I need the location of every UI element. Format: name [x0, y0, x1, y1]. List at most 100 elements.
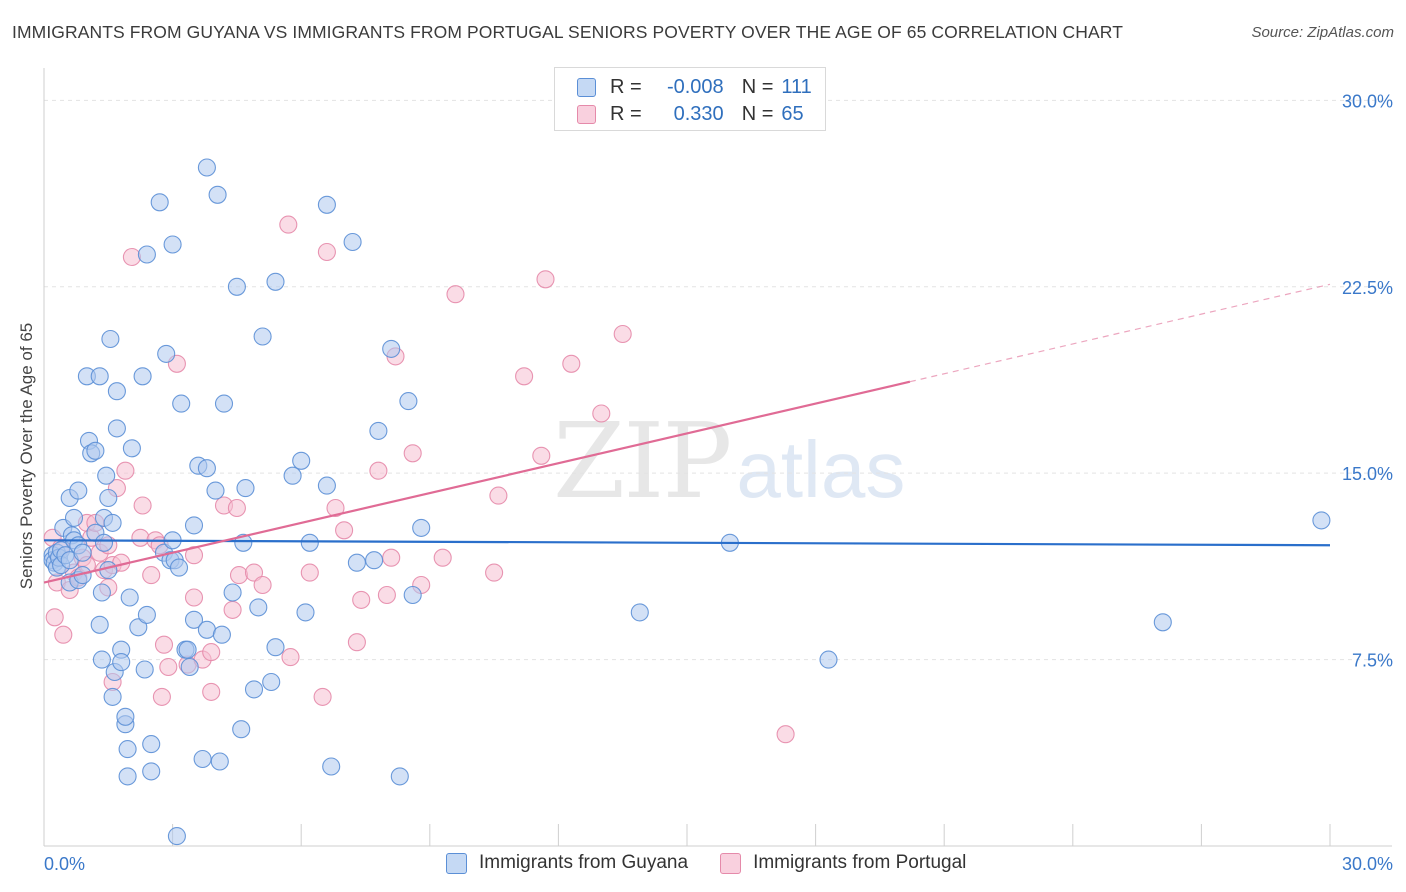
guyana-point — [112, 653, 131, 672]
guyana-point — [90, 367, 109, 386]
legend-row-guyana: R = -0.008 N = 111 — [577, 74, 812, 100]
guyana-point — [322, 757, 341, 776]
guyana-point — [223, 583, 242, 602]
guyana-point — [1153, 613, 1172, 632]
portugal-point — [776, 725, 795, 744]
portugal-point — [382, 548, 401, 567]
guyana-point — [1312, 511, 1331, 530]
portugal-point — [45, 608, 64, 627]
guyana-point — [266, 638, 285, 657]
guyana-point — [369, 421, 388, 440]
portugal-trend-line — [43, 380, 911, 584]
guyana-point — [253, 327, 272, 346]
portugal-point — [116, 461, 135, 480]
portugal-point — [352, 590, 371, 609]
guyana-point — [142, 735, 161, 754]
legend-n-label: N = — [741, 102, 774, 125]
portugal-point — [159, 657, 178, 677]
guyana-point — [169, 558, 189, 577]
guyana-point — [300, 533, 319, 552]
portugal-point — [227, 498, 246, 518]
portugal-point — [300, 563, 319, 582]
legend-r-label: R = — [610, 75, 642, 98]
portugal-point — [433, 548, 452, 567]
guyana-point — [92, 583, 111, 602]
guyana-point — [150, 193, 169, 212]
guyana-point — [129, 618, 148, 637]
y-tick-label: 22.5% — [1342, 278, 1393, 298]
guyana-point — [107, 419, 126, 438]
guyana-point — [163, 235, 182, 254]
guyana-point — [118, 740, 137, 759]
guyana-point — [90, 615, 109, 634]
guyana-point — [184, 610, 204, 629]
series-label-guyana: Immigrants from Guyana — [479, 852, 689, 873]
portugal-trend-extension — [909, 283, 1331, 383]
guyana-point — [184, 516, 204, 535]
legend-n-label: N = — [741, 75, 774, 98]
guyana-point — [244, 680, 264, 699]
guyana-point — [193, 749, 212, 769]
trend-lines — [43, 283, 1331, 584]
guyana-point — [69, 481, 88, 500]
portugal-point — [317, 242, 336, 262]
portugal-point — [515, 367, 534, 386]
portugal-point — [485, 563, 504, 582]
guyana-point — [206, 481, 225, 500]
guyana-point — [403, 585, 422, 605]
legend-n-value: 111 — [781, 75, 812, 98]
correlation-legend: R = -0.008 N = 111 R = 0.330 N = 65 — [554, 67, 826, 131]
guyana-point — [819, 650, 838, 669]
portugal-point — [279, 215, 298, 234]
guyana-point — [120, 588, 139, 607]
guyana-point — [178, 640, 197, 659]
guyana-point — [172, 394, 191, 413]
portugal-point — [313, 687, 332, 706]
guyana-point — [296, 603, 315, 622]
guyana-point — [210, 752, 229, 771]
x-tick-label: 0.0% — [44, 854, 85, 874]
portugal-point — [326, 498, 345, 518]
guyana-point — [142, 762, 161, 781]
y-axis-label: Seniors Poverty Over the Age of 65 — [17, 322, 36, 590]
legend-swatch-portugal — [577, 104, 596, 124]
guyana-point — [249, 598, 268, 617]
series-swatch-portugal — [720, 852, 742, 874]
guyana-point — [412, 518, 431, 537]
guyana-point — [92, 650, 111, 669]
guyana-trend-line — [43, 539, 1331, 547]
guyana-point — [390, 767, 409, 786]
guyana-point — [64, 508, 84, 527]
portugal-point — [446, 285, 465, 304]
legend-swatch-guyana — [577, 77, 596, 97]
portugal-point — [223, 600, 242, 619]
guyana-point — [382, 339, 401, 358]
guyana-point — [103, 513, 122, 532]
y-tick-label: 15.0% — [1342, 464, 1393, 484]
portugal-point — [592, 404, 611, 423]
guyana-point — [347, 553, 366, 572]
legend-r-value: 0.330 — [673, 102, 724, 125]
portugal-point — [202, 643, 221, 662]
guyana-point — [630, 603, 649, 622]
portugal-point — [131, 528, 150, 547]
guyana-point — [137, 245, 156, 264]
portugal-point — [133, 496, 152, 515]
guyana-point — [365, 551, 384, 570]
guyana-point — [227, 277, 246, 296]
portugal-point — [122, 247, 141, 267]
guyana-point — [103, 687, 122, 706]
guyana-point — [118, 767, 137, 786]
portugal-points — [43, 215, 795, 744]
tick-labels: 7.5% 15.0% 22.5% 30.0% 0.0% 30.0% — [44, 91, 1393, 874]
guyana-point — [262, 672, 281, 692]
guyana-point — [101, 329, 120, 349]
legend-n-value: 65 — [781, 102, 804, 125]
series-swatch-guyana — [446, 852, 467, 874]
guyana-point — [99, 488, 118, 508]
portugal-point — [152, 687, 171, 706]
y-tick-label: 7.5% — [1352, 651, 1393, 671]
guyana-point — [197, 158, 216, 177]
guyana-point — [317, 195, 336, 214]
portugal-point — [229, 566, 249, 585]
